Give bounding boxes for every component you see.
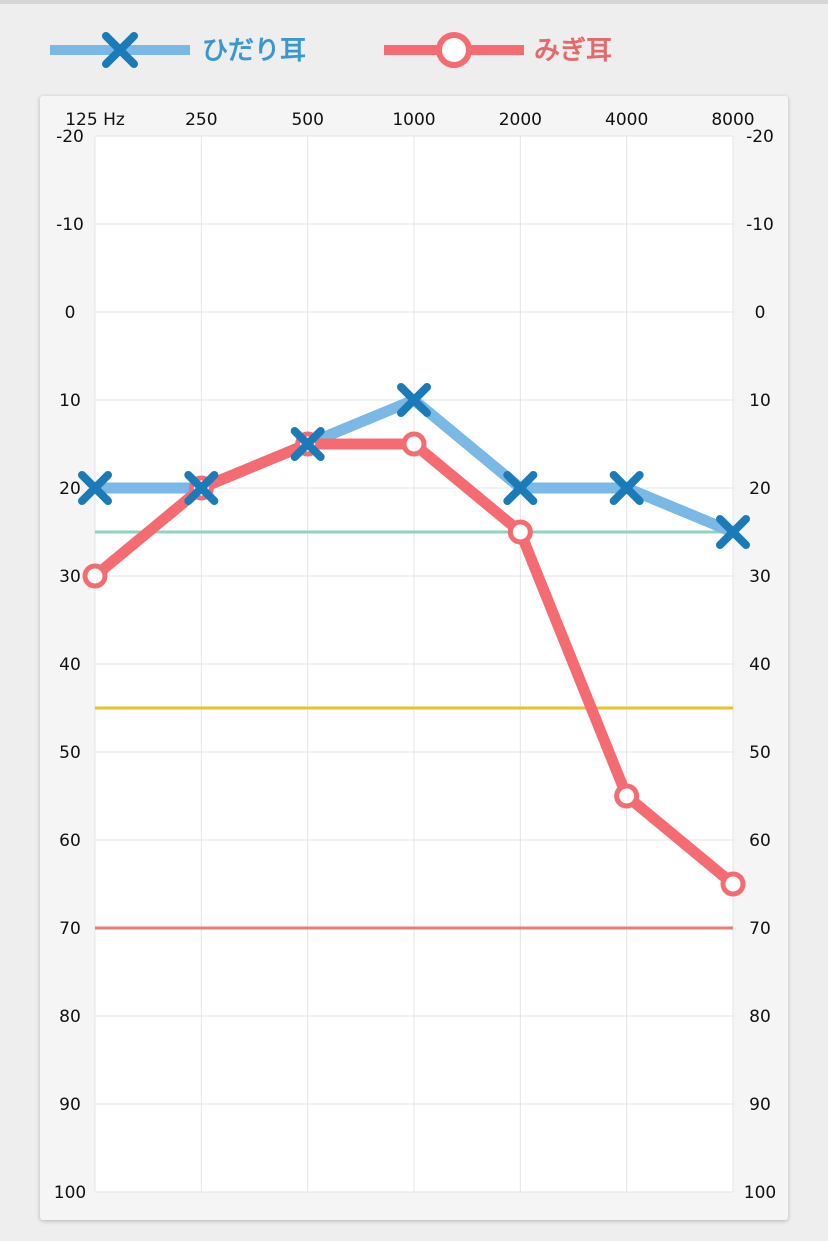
data-point-right-ear	[82, 563, 108, 589]
y-tick-label-right: -10	[746, 215, 774, 235]
y-tick-label-right: 20	[749, 479, 771, 499]
x-tick-label: 500	[291, 110, 323, 130]
y-tick-label-right: 100	[744, 1183, 776, 1203]
y-tick-label-right: 60	[749, 831, 771, 851]
y-tick-label-right: 30	[749, 567, 771, 587]
x-tick-label: 125 Hz	[65, 110, 125, 130]
data-point-left-ear	[609, 471, 644, 505]
y-tick-label-left: 40	[59, 655, 81, 675]
y-tick-label-right: -20	[746, 127, 774, 147]
y-tick-label-left: 80	[59, 1007, 81, 1027]
y-tick-label-right: 50	[749, 743, 771, 763]
y-tick-label-left: 50	[59, 743, 81, 763]
data-point-right-ear	[401, 431, 427, 457]
x-tick-label: 4000	[605, 110, 648, 130]
audiogram-chart: -20 -20 -10 -10 0 0 10 10 20 20 30 30 40 40 50 50 60 60 70…	[54, 110, 776, 1203]
circle-icon	[384, 32, 524, 68]
y-tick-label-right: 10	[749, 391, 771, 411]
data-point-left-ear	[716, 515, 750, 549]
data-point-right-ear	[720, 871, 746, 897]
data-point-left-ear	[78, 471, 112, 505]
y-tick-label-right: 90	[749, 1095, 771, 1115]
y-tick-label-left: 60	[59, 831, 81, 851]
x-tick-label: 1000	[392, 110, 435, 130]
data-point-right-ear	[507, 519, 533, 545]
data-point-left-ear	[397, 383, 431, 417]
data-point-left-ear	[290, 427, 325, 461]
legend-item-left-ear: ひだり耳	[50, 18, 330, 82]
y-tick-label-right: 0	[755, 303, 766, 323]
x-icon	[50, 32, 190, 68]
y-tick-label-left: -20	[56, 127, 84, 147]
y-tick-label-left: 30	[59, 567, 81, 587]
data-point-left-ear	[503, 471, 538, 505]
x-tick-label: 8000	[711, 110, 754, 130]
y-tick-label-left: 0	[65, 303, 76, 323]
data-point-left-ear	[184, 471, 219, 505]
x-tick-label: 2000	[499, 110, 542, 130]
y-tick-label-right: 70	[749, 919, 771, 939]
x-tick-label: 250	[185, 110, 217, 130]
y-tick-label-left: 20	[59, 479, 81, 499]
chart-legend: ひだり耳 みぎ耳	[0, 18, 828, 82]
y-tick-label-left: 100	[54, 1183, 86, 1203]
y-tick-label-left: 70	[59, 919, 81, 939]
y-tick-label-left: 90	[59, 1095, 81, 1115]
y-tick-label-left: 10	[59, 391, 81, 411]
y-tick-label-left: -10	[56, 215, 84, 235]
legend-label-right-ear: みぎ耳	[534, 36, 613, 66]
top-edge	[0, 0, 828, 4]
chart-card: -20 -20 -10 -10 0 0 10 10 20 20 30 30 40 40 50 50 60 60 70…	[40, 96, 788, 1220]
y-tick-label-right: 80	[749, 1007, 771, 1027]
y-tick-label-right: 40	[749, 655, 771, 675]
legend-item-right-ear: みぎ耳	[384, 18, 644, 82]
legend-label-left-ear: ひだり耳	[202, 36, 307, 66]
data-point-right-ear	[614, 783, 640, 809]
